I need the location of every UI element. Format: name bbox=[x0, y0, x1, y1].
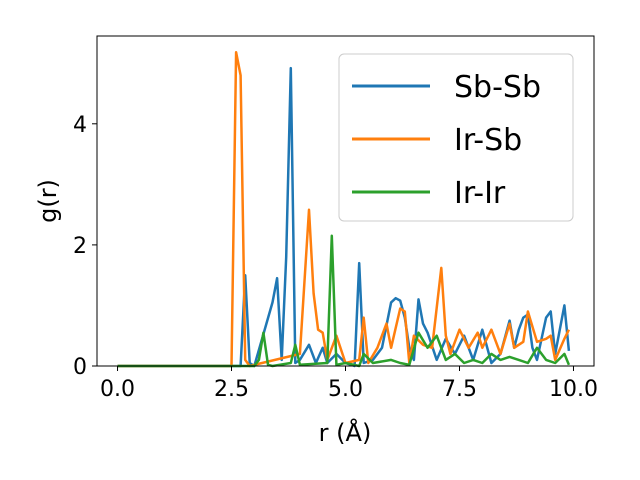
x-axis-ticks: 0.0 2.5 5.0 7.5 10.0 bbox=[100, 366, 598, 402]
legend-label-sb-sb: Sb-Sb bbox=[454, 70, 541, 105]
legend-label-ir-sb: Ir-Sb bbox=[454, 123, 522, 158]
legend-label-ir-ir: Ir-Ir bbox=[454, 176, 506, 211]
x-tick-label: 2.5 bbox=[214, 377, 249, 402]
series-line-sb-sb bbox=[117, 66, 571, 368]
x-axis-label: r (Å) bbox=[319, 418, 372, 447]
y-tick-label: 4 bbox=[73, 113, 87, 138]
x-tick-label: 5.0 bbox=[328, 377, 363, 402]
y-axis-ticks: 0 2 4 bbox=[73, 113, 97, 380]
x-tick-label: 7.5 bbox=[442, 377, 477, 402]
series-line-ir-ir bbox=[117, 234, 571, 368]
x-tick-label: 0.0 bbox=[100, 377, 135, 402]
legend: Sb-Sb Ir-Sb Ir-Ir bbox=[338, 53, 574, 222]
y-axis-label: g(r) bbox=[34, 179, 62, 223]
legend-box bbox=[338, 53, 574, 222]
y-tick-label: 2 bbox=[73, 234, 87, 259]
y-tick-label: 0 bbox=[73, 355, 87, 380]
x-tick-label: 10.0 bbox=[549, 377, 598, 402]
